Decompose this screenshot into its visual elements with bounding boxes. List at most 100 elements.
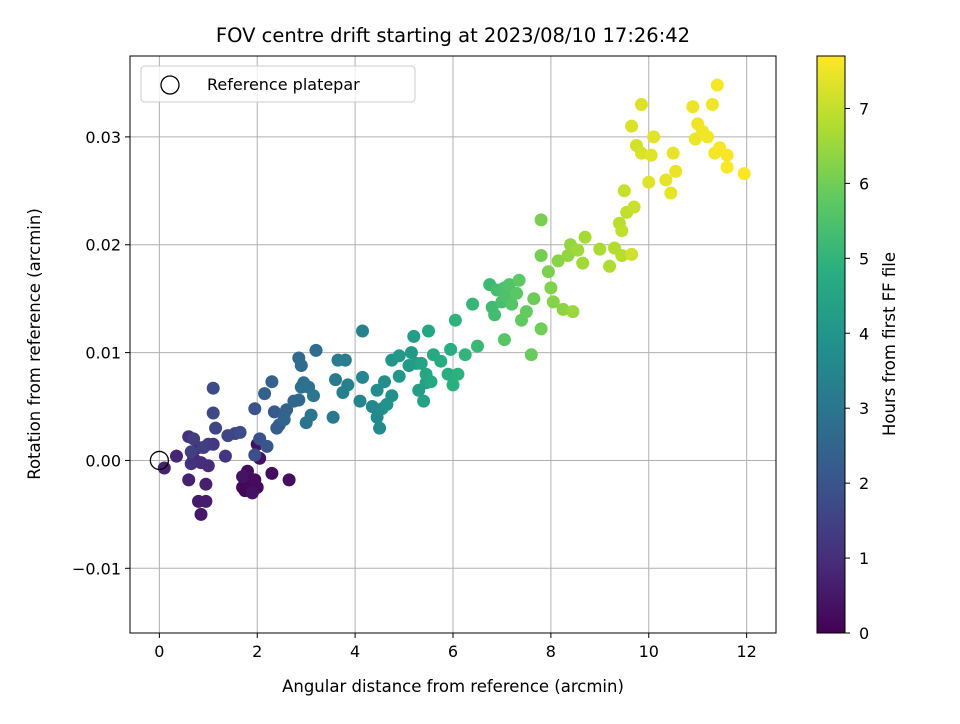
data-point bbox=[451, 367, 465, 381]
data-point bbox=[603, 259, 617, 273]
y-tick-label: 0.00 bbox=[85, 451, 121, 470]
data-point bbox=[206, 406, 220, 420]
data-point bbox=[218, 449, 232, 463]
data-point bbox=[466, 297, 480, 311]
legend-entry-reference: Reference platepar bbox=[207, 75, 360, 94]
colorbar-ticks: 0 1 2 3 4 5 6 7 bbox=[845, 99, 869, 643]
colorbar: 0 1 2 3 4 5 6 7 Hours from first FF file bbox=[816, 55, 899, 643]
data-point bbox=[277, 413, 291, 426]
data-point bbox=[422, 324, 435, 338]
data-point bbox=[441, 367, 455, 381]
data-point bbox=[471, 339, 484, 353]
data-point bbox=[434, 354, 448, 368]
data-point bbox=[546, 295, 560, 309]
data-point bbox=[534, 322, 548, 336]
colorbar-gradient bbox=[817, 56, 845, 633]
x-tick-label: 8 bbox=[546, 642, 556, 661]
y-tick-label: 0.03 bbox=[85, 128, 121, 147]
legend-box bbox=[140, 65, 416, 103]
data-point bbox=[194, 456, 208, 470]
data-point bbox=[458, 348, 472, 362]
data-point bbox=[182, 473, 196, 487]
data-point bbox=[524, 348, 538, 362]
data-point bbox=[365, 400, 379, 413]
data-point bbox=[534, 249, 548, 262]
data-point bbox=[659, 173, 673, 187]
data-point bbox=[267, 405, 281, 419]
data-point bbox=[669, 164, 683, 178]
colorbar-frame bbox=[816, 55, 846, 634]
colorbar-label: Hours from first FF file bbox=[880, 252, 899, 436]
data-point bbox=[615, 249, 629, 262]
data-point bbox=[236, 470, 250, 484]
data-point bbox=[701, 130, 714, 144]
data-point bbox=[505, 297, 519, 311]
data-point bbox=[578, 230, 592, 244]
data-point bbox=[561, 249, 575, 262]
data-point bbox=[265, 466, 279, 480]
colorbar-tick-label: 5 bbox=[859, 249, 869, 268]
y-tick-label: −0.01 bbox=[72, 559, 121, 578]
data-points bbox=[157, 78, 751, 521]
data-point bbox=[209, 421, 223, 435]
data-point bbox=[737, 167, 751, 181]
x-tick-label: 4 bbox=[350, 642, 360, 661]
data-point bbox=[353, 394, 367, 408]
data-point bbox=[527, 292, 541, 306]
data-point bbox=[551, 254, 565, 268]
reference-point-marker bbox=[149, 450, 170, 471]
data-point bbox=[184, 445, 198, 459]
data-point bbox=[380, 397, 394, 411]
data-point bbox=[304, 408, 318, 422]
data-point bbox=[194, 507, 208, 521]
colorbar-tick-label: 6 bbox=[859, 174, 869, 193]
colorbar-tick-label: 1 bbox=[859, 549, 869, 568]
colorbar-tick-label: 7 bbox=[859, 99, 869, 118]
data-point bbox=[544, 281, 558, 295]
y-axis-label: Rotation from reference (arcmin) bbox=[25, 208, 44, 480]
x-tick-label: 12 bbox=[736, 642, 756, 661]
data-point bbox=[556, 302, 570, 316]
data-point bbox=[356, 370, 369, 384]
data-point bbox=[199, 494, 213, 508]
colorbar-tick-label: 3 bbox=[859, 399, 869, 418]
legend-marker-icon bbox=[160, 75, 180, 95]
data-point bbox=[248, 402, 262, 416]
y-axis-ticks: −0.01 0.00 0.01 0.02 0.03 bbox=[72, 128, 130, 578]
data-point bbox=[329, 373, 342, 387]
x-tick-label: 10 bbox=[639, 642, 659, 661]
data-point bbox=[647, 130, 661, 144]
data-point bbox=[627, 200, 641, 214]
data-point bbox=[512, 273, 526, 287]
data-point bbox=[258, 387, 272, 401]
x-tick-label: 0 bbox=[154, 642, 164, 661]
data-point bbox=[260, 439, 274, 453]
data-point bbox=[617, 184, 631, 198]
data-point bbox=[497, 333, 511, 347]
y-tick-label: 0.01 bbox=[85, 344, 121, 363]
data-point bbox=[566, 305, 580, 319]
x-axis-ticks: 0 2 4 6 8 10 12 bbox=[154, 633, 757, 661]
data-point bbox=[644, 148, 658, 162]
data-point bbox=[392, 369, 406, 383]
data-point bbox=[615, 224, 629, 238]
data-point bbox=[666, 146, 680, 160]
data-point bbox=[206, 381, 220, 395]
data-point bbox=[338, 353, 352, 367]
data-point bbox=[720, 160, 734, 174]
colorbar-tick-label: 4 bbox=[859, 324, 869, 343]
data-point bbox=[187, 432, 201, 446]
data-point bbox=[625, 247, 639, 261]
data-point bbox=[642, 175, 656, 189]
chart-title: FOV centre drift starting at 2023/08/10 … bbox=[216, 24, 690, 47]
data-point bbox=[444, 342, 458, 356]
data-point bbox=[326, 410, 340, 424]
data-point bbox=[571, 243, 585, 257]
data-point bbox=[446, 378, 460, 392]
data-point bbox=[705, 98, 719, 111]
x-tick-label: 6 bbox=[448, 642, 458, 661]
data-point bbox=[248, 448, 262, 462]
data-point bbox=[634, 146, 648, 160]
